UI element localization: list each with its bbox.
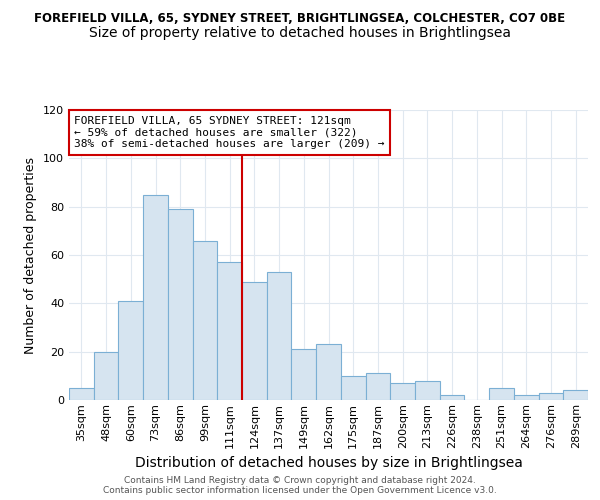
Text: FOREFIELD VILLA, 65 SYDNEY STREET: 121sqm
← 59% of detached houses are smaller (: FOREFIELD VILLA, 65 SYDNEY STREET: 121sq… — [74, 116, 385, 149]
Bar — [489, 388, 514, 400]
Bar — [292, 349, 316, 400]
Bar — [539, 393, 563, 400]
Bar — [316, 344, 341, 400]
Bar — [143, 194, 168, 400]
Bar — [217, 262, 242, 400]
Bar — [390, 383, 415, 400]
Bar — [267, 272, 292, 400]
Bar — [514, 395, 539, 400]
Bar — [440, 395, 464, 400]
Bar — [69, 388, 94, 400]
Bar — [242, 282, 267, 400]
Bar — [365, 374, 390, 400]
Bar — [563, 390, 588, 400]
Bar — [168, 209, 193, 400]
Bar — [193, 240, 217, 400]
Bar — [118, 301, 143, 400]
Text: Contains HM Land Registry data © Crown copyright and database right 2024.
Contai: Contains HM Land Registry data © Crown c… — [103, 476, 497, 495]
Y-axis label: Number of detached properties: Number of detached properties — [25, 156, 37, 354]
Bar — [94, 352, 118, 400]
X-axis label: Distribution of detached houses by size in Brightlingsea: Distribution of detached houses by size … — [134, 456, 523, 470]
Text: FOREFIELD VILLA, 65, SYDNEY STREET, BRIGHTLINGSEA, COLCHESTER, CO7 0BE: FOREFIELD VILLA, 65, SYDNEY STREET, BRIG… — [34, 12, 566, 26]
Bar — [341, 376, 365, 400]
Bar — [415, 380, 440, 400]
Text: Size of property relative to detached houses in Brightlingsea: Size of property relative to detached ho… — [89, 26, 511, 40]
